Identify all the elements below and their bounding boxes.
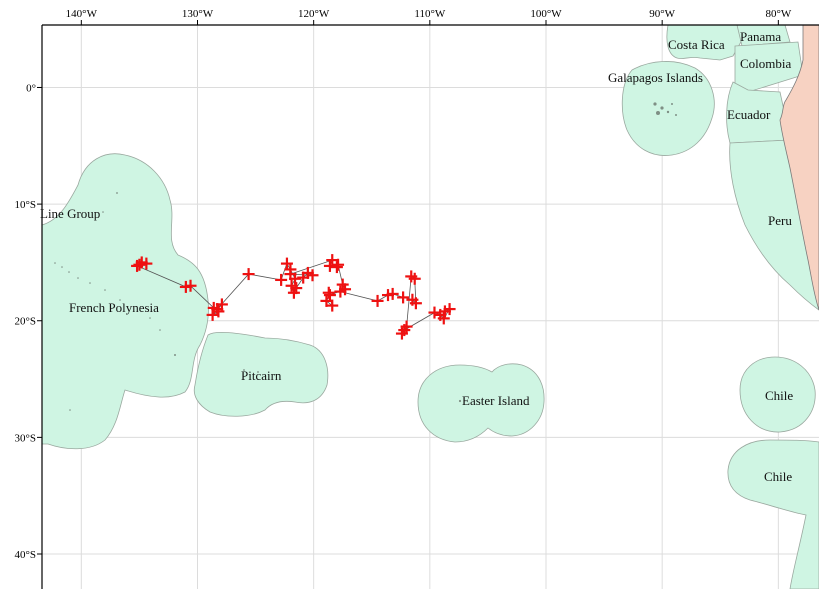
eez-colombia (734, 41, 804, 93)
lon-tick-label: 90°W (649, 8, 675, 20)
track-fix-marker (330, 261, 343, 274)
label-panama: Panama (740, 29, 781, 44)
lon-tick-label: 80°W (765, 8, 791, 20)
label-costa-rica: Costa Rica (668, 37, 725, 52)
eez-galapagos (621, 61, 715, 156)
lon-tick-label: 100°W (530, 8, 562, 20)
eez-layer (41, 24, 819, 589)
track-fix-marker (437, 312, 450, 325)
eez-pitcairn (193, 332, 329, 417)
south-america-land (779, 24, 819, 311)
lat-tick-label: 30°S (14, 432, 36, 444)
track-fix-marker (131, 259, 144, 272)
lon-tick-label: 120°W (298, 8, 330, 20)
track-fixes (131, 254, 456, 340)
lat-tick-label: 40°S (14, 549, 36, 561)
eez-ecuador (726, 81, 791, 144)
lon-tick-label: 130°W (182, 8, 214, 20)
eez-chile-1 (739, 356, 816, 433)
track-fix-marker (438, 305, 451, 318)
track-fix-marker (428, 306, 441, 319)
track-fix-marker (133, 258, 146, 271)
label-ecuador: Ecuador (727, 107, 771, 122)
track-fix-marker (409, 297, 422, 310)
track-fix-marker (323, 259, 336, 272)
lat-tick-label: 10°S (14, 199, 36, 211)
track-fix-marker (306, 269, 319, 282)
track-fix-marker (334, 285, 347, 298)
region-labels: Costa Rica Panama Colombia Galapagos Isl… (40, 29, 793, 484)
track-fix-marker (371, 294, 384, 307)
track-fix-marker (275, 273, 288, 286)
track-fix-marker (184, 279, 197, 292)
label-french-polynesia: French Polynesia (69, 300, 159, 315)
label-peru: Peru (768, 213, 792, 228)
eez-french-polynesia (41, 153, 209, 450)
latitude-ticks: 0° 10°S 20°S 30°S 40°S (14, 82, 42, 561)
eez-costa-rica (666, 24, 743, 61)
longitude-ticks: 140°W 130°W 120°W 110°W 100°W 90°W 80°W (66, 8, 792, 25)
track-fix-marker (397, 291, 410, 304)
track-fix-marker (386, 287, 399, 300)
lat-tick-label: 0° (26, 82, 36, 94)
lat-tick-label: 20°S (14, 316, 36, 328)
map-frame (41, 24, 819, 589)
label-galapagos: Galapagos Islands (608, 70, 703, 85)
label-chile-2: Chile (764, 469, 792, 484)
track-fix-marker (405, 270, 418, 283)
track-fix-marker (242, 268, 255, 281)
eez-chile-2 (727, 439, 819, 589)
track-fix-marker (211, 303, 224, 316)
label-pitcairn: Pitcairn (241, 368, 282, 383)
track-fix-marker (290, 282, 303, 295)
track-fix-marker (140, 257, 153, 270)
label-colombia: Colombia (740, 56, 792, 71)
label-easter-island: Easter Island (462, 393, 530, 408)
lon-tick-label: 140°W (66, 8, 98, 20)
track-fix-marker (322, 286, 335, 299)
eez-easter-island (417, 363, 545, 443)
track-fix-marker (326, 299, 339, 312)
label-chile-1: Chile (765, 388, 793, 403)
track-fix-marker (398, 324, 411, 337)
islets (54, 102, 677, 411)
track-fix-marker (284, 268, 297, 281)
lon-tick-label: 110°W (414, 8, 445, 20)
label-line-group: Line Group (40, 206, 100, 221)
track-fix-marker (332, 258, 345, 271)
